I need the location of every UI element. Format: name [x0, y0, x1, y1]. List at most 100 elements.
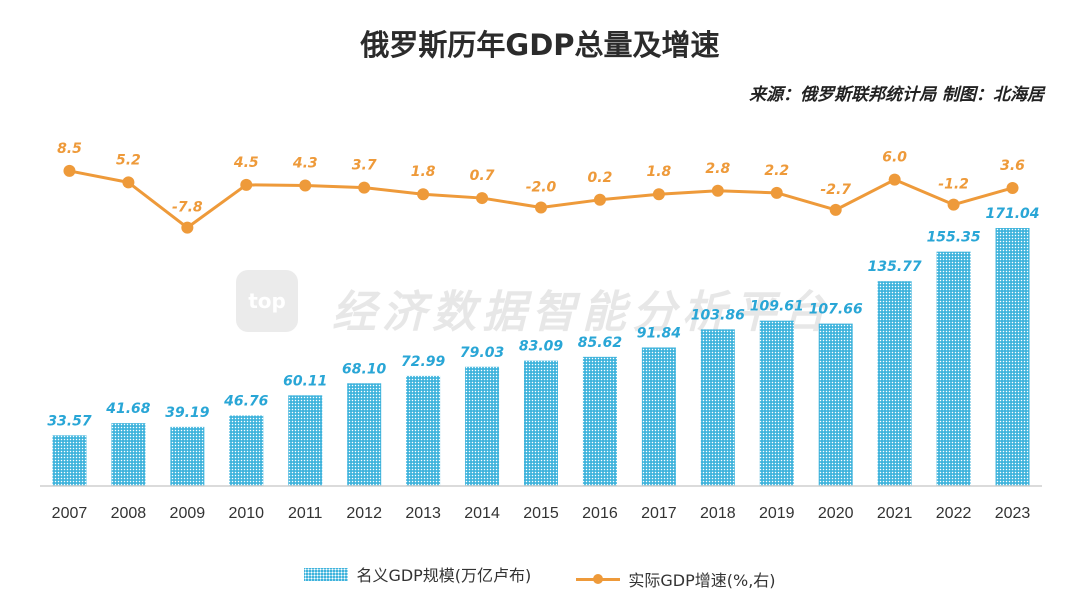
legend-line-swatch-icon — [576, 573, 621, 584]
growth-label-2019: 2.2 — [764, 163, 789, 179]
watermark: top 经济数据智能分析平台 — [236, 270, 836, 340]
growth-point-2012 — [358, 181, 371, 194]
growth-label-2014: 0.7 — [470, 168, 495, 184]
bar-label-2018: 103.86 — [691, 307, 745, 323]
x-tick-2019: 2019 — [759, 505, 795, 522]
bar-label-2023: 171.04 — [986, 206, 1040, 222]
bar-2014 — [465, 366, 500, 486]
growth-point-2015 — [535, 201, 547, 214]
growth-label-2008: 5.2 — [116, 152, 141, 168]
growth-point-2022 — [947, 198, 960, 211]
growth-label-2020: -2.7 — [820, 182, 851, 198]
legend-bar-swatch-icon — [304, 567, 349, 581]
x-tick-2015: 2015 — [523, 505, 559, 522]
x-tick-2023: 2023 — [995, 505, 1031, 522]
growth-label-2017: 1.8 — [646, 164, 671, 180]
growth-point-2018 — [711, 184, 724, 197]
bar-label-2007: 33.57 — [47, 413, 92, 429]
line-series — [63, 164, 1019, 234]
bar-label-2015: 83.09 — [519, 339, 564, 355]
bar-label-2020: 107.66 — [809, 302, 863, 318]
growth-point-2009 — [181, 221, 194, 234]
source-note: 来源：俄罗斯联邦统计局 制图：北海居 — [749, 85, 1044, 105]
chart-title: 俄罗斯历年GDP总量及增速 — [360, 28, 720, 62]
growth-point-2010 — [240, 178, 253, 191]
growth-label-2022: -1.2 — [938, 177, 969, 193]
x-tick-2007: 2007 — [52, 505, 88, 522]
bar-label-2019: 109.61 — [750, 299, 804, 315]
line-data-labels: 8.5 5.2 -7.8 4.5 4.3 3.7 1.8 0.7 -2.0 0.2 1.8 2.8 2.… — [57, 141, 1025, 216]
x-tick-2020: 2020 — [818, 505, 854, 522]
growth-point-2016 — [593, 193, 606, 206]
growth-label-2010: 4.5 — [233, 155, 259, 171]
growth-point-2017 — [652, 188, 665, 201]
x-tick-2010: 2010 — [228, 505, 264, 522]
bar-label-2021: 135.77 — [868, 259, 922, 275]
legend-label-growth: 实际GDP增速(%,右) — [628, 571, 776, 590]
bar-label-2017: 91.84 — [637, 325, 681, 341]
growth-label-2009: -7.8 — [172, 200, 203, 216]
bar-2010 — [229, 415, 264, 486]
x-tick-2021: 2021 — [877, 505, 913, 522]
x-tick-2017: 2017 — [641, 505, 677, 522]
bar-label-2013: 72.99 — [401, 354, 446, 370]
x-tick-2016: 2016 — [582, 505, 618, 522]
bar-2009 — [170, 426, 205, 486]
bar-2007 — [52, 435, 87, 486]
x-tick-2013: 2013 — [405, 505, 441, 522]
bar-label-2014: 79.03 — [460, 345, 504, 361]
bar-label-2011: 60.11 — [283, 373, 327, 389]
bar-label-2016: 85.62 — [578, 335, 622, 351]
bar-2016 — [582, 356, 617, 486]
x-tick-2022: 2022 — [936, 505, 972, 522]
growth-point-2011 — [299, 179, 312, 192]
legend-label-gdp: 名义GDP规模(万亿卢布) — [356, 566, 532, 585]
growth-point-2013 — [417, 188, 430, 201]
x-tick-2008: 2008 — [111, 505, 147, 522]
legend-item-gdp: 名义GDP规模(万亿卢布) — [304, 562, 531, 586]
bar-label-2012: 68.10 — [342, 361, 387, 377]
bar-2012 — [347, 383, 382, 486]
legend-item-growth: 实际GDP增速(%,右) — [576, 567, 776, 591]
growth-label-2012: 3.7 — [352, 158, 377, 174]
legend: 名义GDP规模(万亿卢布) 实际GDP增速(%,右) — [0, 562, 1080, 591]
bar-2023 — [995, 228, 1030, 486]
x-tick-2009: 2009 — [170, 505, 206, 522]
x-tick-2018: 2018 — [700, 505, 736, 522]
growth-point-2014 — [476, 192, 489, 205]
bar-label-2010: 46.76 — [223, 393, 269, 409]
bar-2008 — [111, 423, 146, 486]
watermark-logo-icon: top — [236, 270, 298, 332]
growth-point-2020 — [829, 203, 842, 216]
growth-point-2008 — [122, 176, 135, 189]
bar-2011 — [288, 395, 323, 486]
bar-2022 — [936, 251, 971, 486]
growth-point-2007 — [63, 164, 76, 177]
watermark-text: 经济数据智能分析平台 — [332, 287, 832, 338]
growth-point-2019 — [770, 186, 783, 199]
bar-2020 — [818, 323, 853, 486]
bar-2019 — [759, 320, 794, 486]
bar-2013 — [406, 375, 441, 486]
x-tick-labels: 2007 2008 2009 2010 2011 2012 2013 2014 2015 2016… — [52, 505, 1031, 522]
growth-label-2007: 8.5 — [57, 141, 82, 157]
bar-2021 — [877, 281, 912, 486]
growth-label-2015: -2.0 — [526, 179, 557, 195]
x-tick-2014: 2014 — [464, 505, 500, 522]
bar-data-labels: 33.57 41.68 39.19 46.76 60.11 68.10 72.99 79.03… — [47, 206, 1039, 429]
bar-label-2022: 155.35 — [927, 230, 981, 246]
bar-2015 — [524, 360, 558, 486]
growth-label-2023: 3.6 — [1000, 158, 1025, 174]
x-tick-2012: 2012 — [346, 505, 382, 522]
bar-series — [52, 228, 1030, 486]
growth-point-2021 — [888, 173, 901, 186]
growth-point-2023 — [1006, 181, 1019, 194]
growth-label-2021: 6.0 — [882, 150, 907, 166]
growth-label-2016: 0.2 — [588, 170, 613, 186]
growth-label-2018: 2.8 — [705, 161, 730, 177]
x-tick-2011: 2011 — [288, 505, 323, 522]
bar-label-2008: 41.68 — [105, 401, 151, 417]
growth-label-2013: 1.8 — [411, 164, 436, 180]
bar-label-2009: 39.19 — [165, 405, 210, 421]
